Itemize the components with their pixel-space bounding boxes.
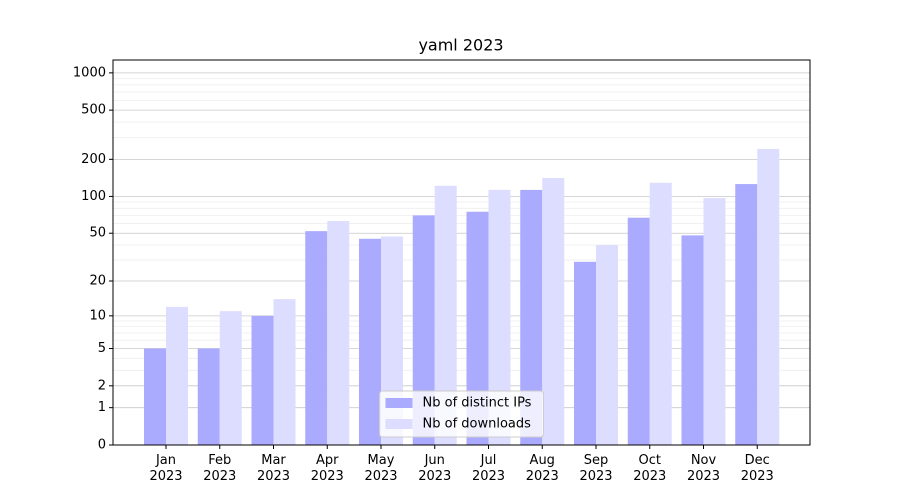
bar	[327, 220, 350, 445]
y-tick-label: 200	[81, 152, 106, 167]
y-tick-label: 1000	[73, 65, 106, 80]
legend: Nb of distinct IPs Nb of downloads	[379, 390, 544, 438]
y-tick-label: 10	[89, 308, 106, 323]
bar	[574, 261, 596, 445]
x-tick-label: Oct 2023	[633, 453, 667, 484]
bar	[596, 244, 618, 445]
bar	[305, 231, 328, 445]
bar	[681, 235, 704, 445]
bar	[273, 299, 296, 445]
legend-swatch	[385, 419, 413, 429]
bar	[197, 348, 220, 445]
y-tick-label: 0	[98, 438, 106, 453]
x-tick-label: Jul 2023	[471, 453, 506, 484]
plot-frame	[112, 59, 811, 446]
y-tick-label: 100	[81, 189, 106, 204]
bar	[627, 217, 650, 445]
chart-title: yaml 2023	[418, 36, 503, 55]
bar	[520, 189, 543, 445]
bar	[412, 215, 435, 445]
x-tick-label: Sep 2023	[579, 453, 613, 484]
x-tick-label: Jun 2023	[418, 453, 452, 484]
y-tick-label: 20	[89, 274, 106, 289]
bar	[144, 348, 166, 445]
bar	[735, 184, 758, 446]
x-tick-label: Aug 2023	[525, 453, 559, 484]
x-tick-label: Mar 2023	[256, 453, 291, 484]
bar	[466, 211, 489, 445]
bar	[434, 185, 457, 446]
x-tick-label: May 2023	[364, 453, 398, 484]
x-tick-label: Jan 2023	[149, 453, 183, 484]
legend-box	[379, 390, 544, 438]
y-tick-label: 500	[81, 103, 106, 118]
bar	[219, 311, 242, 445]
x-tick-label: Nov 2023	[686, 453, 721, 484]
x-tick-label: Feb 2023	[203, 453, 237, 484]
bar	[359, 238, 381, 445]
bar	[251, 315, 274, 445]
legend-label: Nb of distinct IPs	[423, 396, 532, 411]
x-tick-label: Dec 2023	[740, 453, 774, 484]
bar	[757, 148, 780, 445]
y-tick-label: 50	[89, 226, 106, 241]
bar	[649, 182, 672, 445]
x-tick-label: Apr 2023	[310, 453, 344, 484]
legend-swatch	[385, 398, 413, 408]
bar	[166, 306, 188, 445]
bar	[488, 189, 511, 445]
legend-label: Nb of downloads	[423, 417, 532, 432]
y-tick-label: 1	[98, 400, 106, 415]
y-tick-label: 2	[98, 378, 106, 393]
y-tick-label: 5	[98, 341, 106, 356]
bar	[542, 178, 565, 446]
bar	[703, 198, 726, 445]
